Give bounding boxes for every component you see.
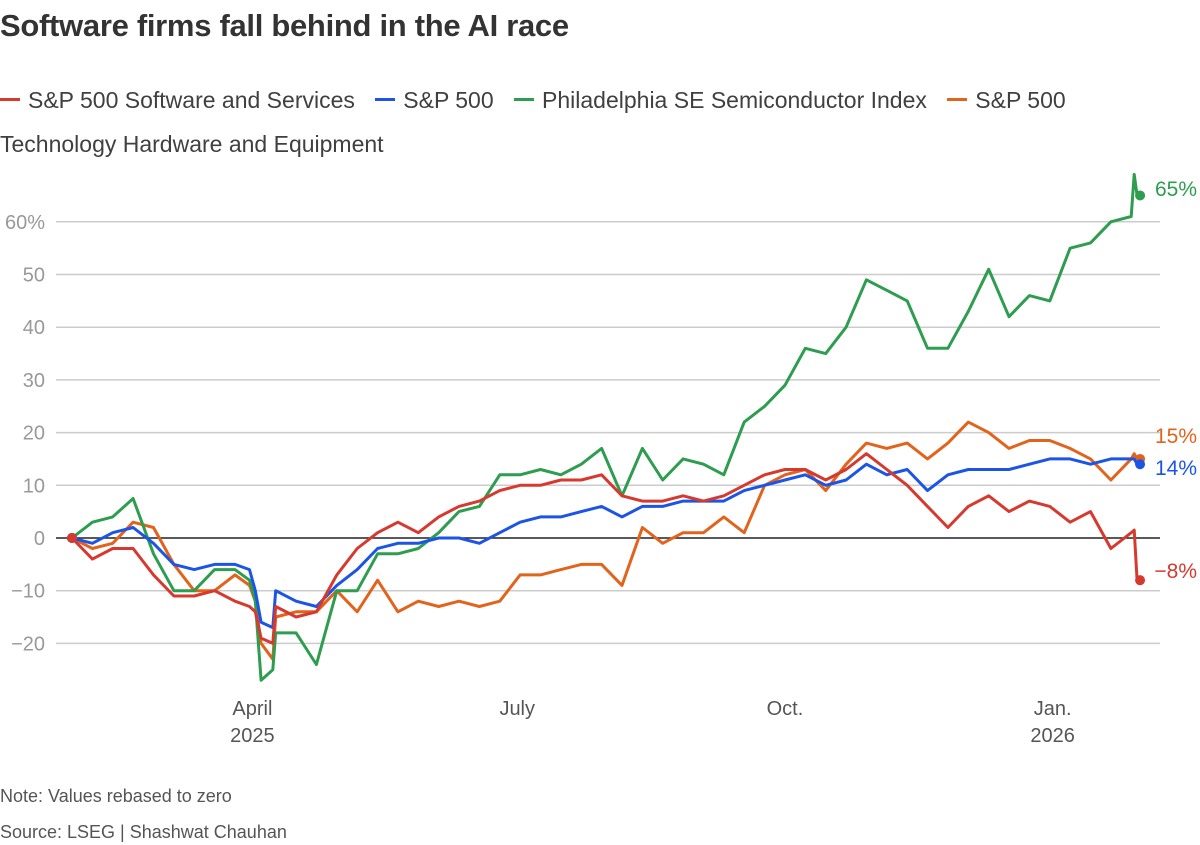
series-line-1 (71, 457, 1139, 630)
series-line-2 (71, 172, 1139, 682)
series-end-dot (1135, 190, 1146, 201)
y-tick-label: −10 (11, 581, 45, 603)
x-tick-year-label: 2026 (1030, 725, 1075, 747)
legend-label: Philadelphia SE Semiconductor Index (542, 87, 927, 113)
y-tick-label: 30 (23, 370, 45, 392)
y-tick-label: 10 (23, 475, 45, 497)
y-tick-label: 60% (5, 212, 45, 234)
y-tick-label: −20 (11, 633, 45, 655)
series-end-dot (1135, 575, 1146, 586)
x-tick-label: Oct. (767, 698, 804, 720)
series-start-dot (67, 533, 77, 543)
x-tick-year-label: 2025 (230, 725, 275, 747)
legend-item-hardware: S&P 500 Technology Hardware and Equipmen… (0, 87, 1066, 157)
series-end-label: 14% (1155, 457, 1197, 480)
legend-label: S&P 500 (403, 87, 494, 113)
x-tick-label: July (499, 698, 535, 720)
source-credit: Source: LSEG | Shashwat Chauhan (0, 822, 287, 842)
x-tick-label: Jan. (1034, 698, 1072, 720)
series-end-label: 15% (1155, 425, 1197, 448)
x-tick-label: April (232, 698, 272, 720)
series-end-label: −8% (1154, 560, 1197, 583)
y-tick-label: 20 (23, 423, 45, 445)
footnote: Note: Values rebased to zero (0, 786, 232, 806)
legend-label: S&P 500 Technology Hardware and Equipmen… (0, 87, 1066, 157)
legend-item-semiconductor: Philadelphia SE Semiconductor Index (514, 87, 927, 113)
y-tick-label: 0 (34, 528, 45, 550)
y-tick-label: 50 (23, 265, 45, 287)
legend-item-software: S&P 500 Software and Services (0, 87, 355, 113)
legend-label: S&P 500 Software and Services (28, 87, 355, 113)
legend-swatch (0, 98, 20, 102)
legend-swatch (514, 98, 535, 102)
legend-swatch (947, 98, 968, 102)
legend: S&P 500 Software and Services S&P 500 Ph… (0, 78, 1180, 166)
y-tick-label: 40 (23, 317, 45, 339)
legend-swatch (375, 98, 396, 102)
series-end-dot (1135, 459, 1146, 470)
chart-title: Software firms fall behind in the AI rac… (0, 8, 569, 43)
legend-item-sp500: S&P 500 (375, 87, 494, 113)
series-line-0 (70, 452, 1139, 645)
series-end-label: 65% (1155, 178, 1197, 201)
